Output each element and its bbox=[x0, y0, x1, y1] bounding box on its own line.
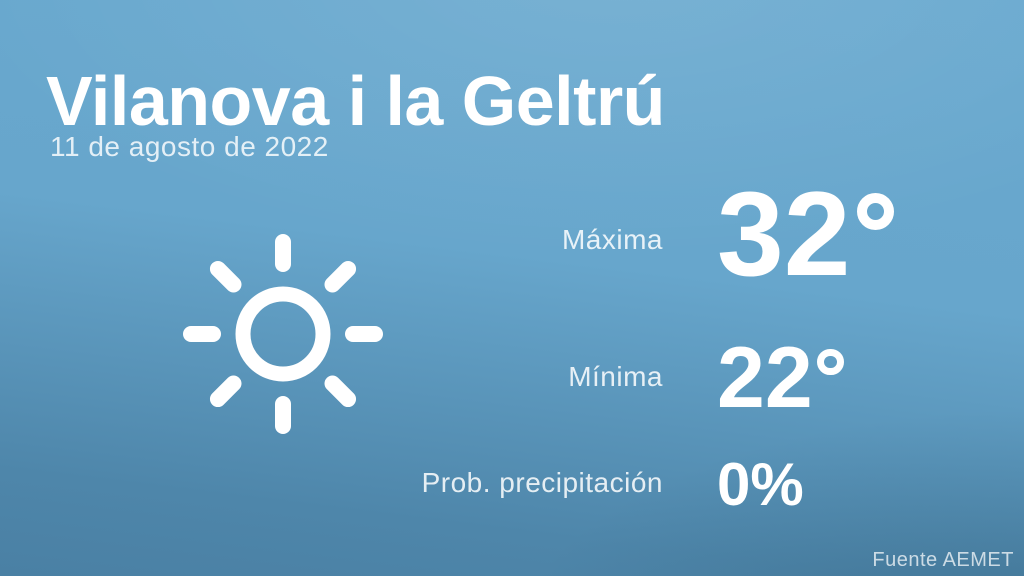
min-temp-value: 22 bbox=[717, 335, 845, 421]
degree-icon bbox=[817, 348, 845, 376]
sun-icon bbox=[173, 224, 393, 444]
min-temp-label: Mínima bbox=[568, 361, 663, 392]
max-temp-number: 32 bbox=[717, 167, 851, 301]
max-temp-value: 32 bbox=[717, 174, 895, 294]
max-temp-label: Máxima bbox=[561, 224, 663, 255]
min-temp-number: 22 bbox=[717, 330, 813, 426]
page-title: Vilanova i la Geltrú bbox=[46, 62, 665, 140]
precipitation-label: Prob. precipitación bbox=[421, 467, 663, 498]
date-label: 11 de agosto de 2022 bbox=[50, 131, 329, 162]
precipitation-value: 0% bbox=[717, 451, 804, 518]
degree-icon bbox=[857, 193, 895, 231]
source-attribution: Fuente AEMET bbox=[872, 549, 1014, 571]
